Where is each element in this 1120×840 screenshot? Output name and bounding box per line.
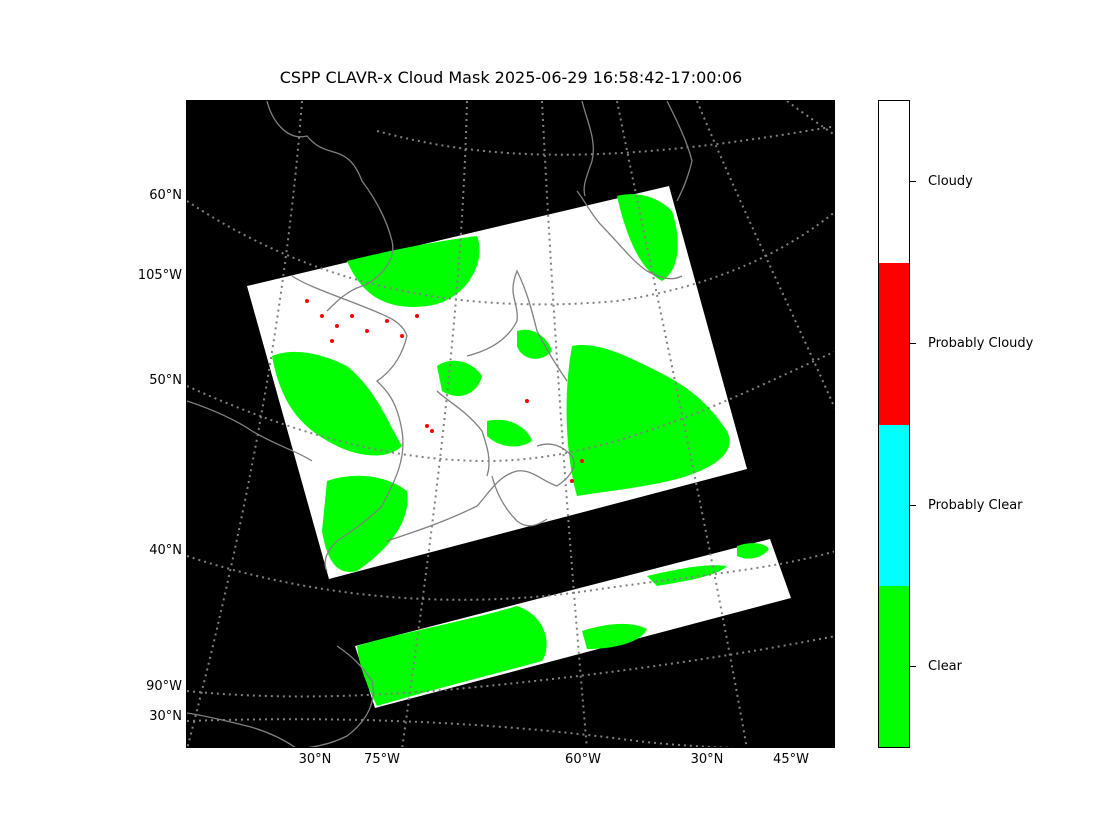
bottom-label-75w: 75°W <box>364 752 400 767</box>
lat-label-40n: 40°N <box>149 543 182 558</box>
swath-main-probably-cloudy <box>305 299 584 483</box>
lat-label-30n: 30°N <box>149 709 182 724</box>
bottom-label-45w: 45°W <box>773 752 809 767</box>
map-panel[interactable] <box>186 100 835 748</box>
legend-label-probably-clear: Probably Clear <box>928 498 1023 513</box>
lon-label-90w: 90°W <box>146 679 182 694</box>
lon-label-105w: 105°W <box>137 268 182 283</box>
colorbar-tick-probably-clear <box>910 505 916 506</box>
chart-title: CSPP CLAVR-x Cloud Mask 2025-06-29 16:58… <box>279 68 743 87</box>
lat-label-50n: 50°N <box>149 373 182 388</box>
graticule <box>187 101 834 747</box>
colorbar-clear <box>879 586 909 747</box>
legend-label-clear: Clear <box>928 659 962 674</box>
swath-lower-clear <box>357 543 769 706</box>
legend-label-cloudy: Cloudy <box>928 174 973 189</box>
colorbar <box>878 100 910 748</box>
colorbar-tick-probably-cloudy <box>910 343 916 344</box>
coastlines <box>187 101 693 747</box>
colorbar-cloudy <box>879 101 909 263</box>
lat-label-60n: 60°N <box>149 188 182 203</box>
bottom-label-30n-right: 30°N <box>690 752 724 767</box>
bottom-label-30n-left: 30°N <box>298 752 332 767</box>
swath-main-clear <box>272 194 730 572</box>
colorbar-probably-clear <box>879 425 909 586</box>
map-svg <box>187 101 834 747</box>
colorbar-tick-clear <box>910 666 916 667</box>
legend-label-probably-cloudy: Probably Cloudy <box>928 336 1034 351</box>
colorbar-probably-cloudy <box>879 263 909 425</box>
bottom-label-60w: 60°W <box>565 752 601 767</box>
colorbar-tick-cloudy <box>910 181 916 182</box>
